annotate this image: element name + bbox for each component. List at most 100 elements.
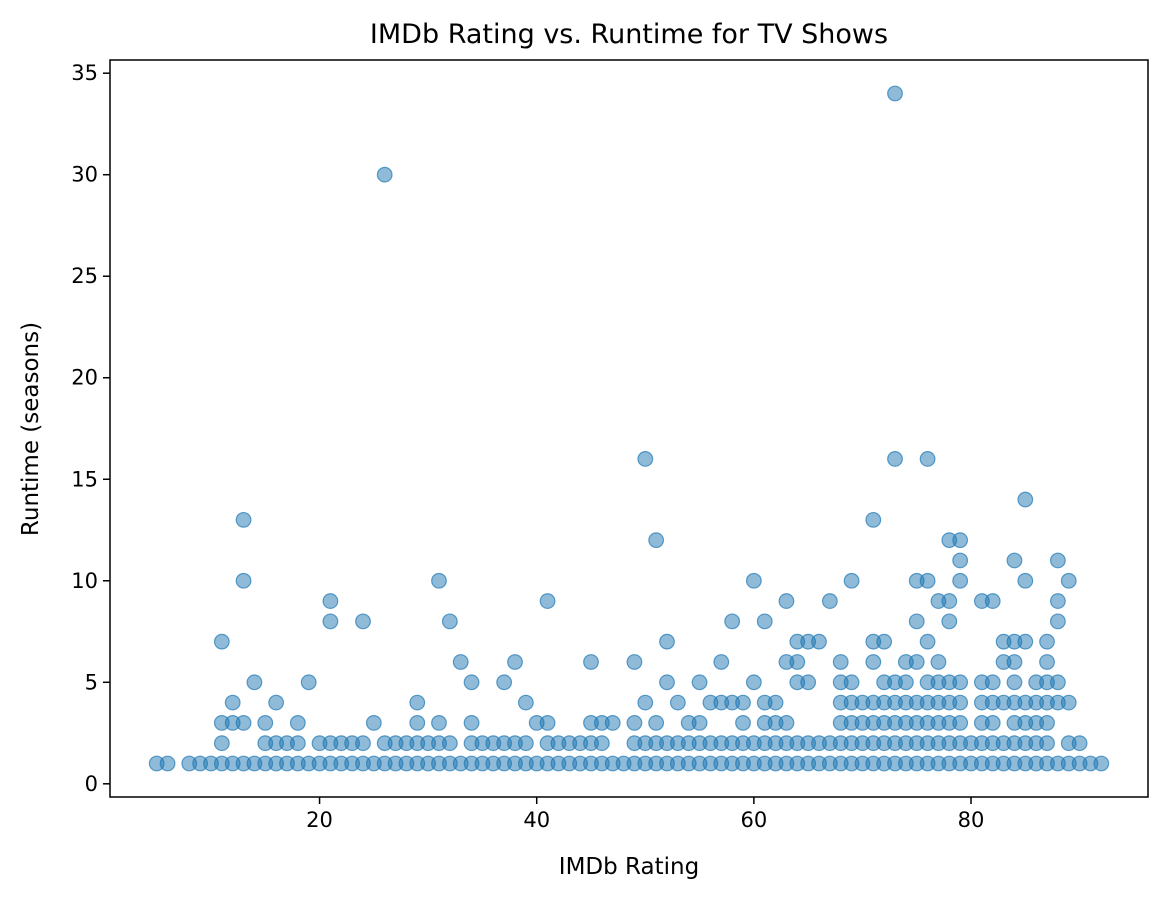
scatter-point-258 <box>713 654 730 670</box>
scatter-point-303 <box>919 572 936 589</box>
scatter-point-109 <box>517 735 534 752</box>
scatter-point-96 <box>355 735 371 752</box>
scatter-point-234 <box>583 654 599 670</box>
scatter-point-91 <box>289 735 306 752</box>
y-tick-label-20: 20 <box>71 366 98 390</box>
scatter-point-1 <box>159 755 176 772</box>
scatter-point-172 <box>648 714 665 731</box>
scatter-point-304 <box>952 572 969 589</box>
scatter-point-178 <box>778 714 795 731</box>
scatter-point-208 <box>767 694 784 711</box>
scatter-point-241 <box>843 674 860 691</box>
scatter-point-103 <box>441 735 458 752</box>
scatter-point-250 <box>984 674 1001 691</box>
scatter-point-265 <box>930 654 947 670</box>
scatter-point-298 <box>235 572 252 589</box>
x-axis: 20 40 60 80 <box>306 797 984 832</box>
scatter-point-296 <box>984 593 1001 609</box>
scatter-point-320 <box>887 85 903 102</box>
scatter-point-291 <box>778 593 795 609</box>
scatter-point-282 <box>355 613 371 630</box>
scatter-point-200 <box>517 694 534 711</box>
scatter-point-283 <box>441 613 458 630</box>
scatter-point-292 <box>821 593 838 609</box>
scatter-point-199 <box>409 694 426 711</box>
scatter-point-262 <box>865 654 882 670</box>
scatter-point-197 <box>224 694 241 711</box>
scatter-point-264 <box>908 654 925 670</box>
scatter-point-251 <box>1006 674 1023 691</box>
scatter-point-309 <box>1049 552 1066 569</box>
scatter-point-202 <box>669 694 686 711</box>
scatter-point-156 <box>1071 735 1088 752</box>
scatter-point-163 <box>409 714 426 731</box>
scatter-point-310 <box>648 532 665 549</box>
x-tick-label-60: 60 <box>740 808 767 832</box>
x-tick-label-40: 40 <box>523 808 550 832</box>
scatter-point-260 <box>789 654 806 670</box>
scatter-point-201 <box>637 694 654 711</box>
scatter-point-256 <box>507 654 523 670</box>
scatter-point-267 <box>1006 654 1023 670</box>
scatter-point-317 <box>887 451 903 467</box>
scatter-point-192 <box>984 714 1001 731</box>
scatter-point-233 <box>496 674 513 691</box>
y-tick-label-35: 35 <box>71 61 98 85</box>
scatter-point-236 <box>691 674 708 691</box>
scatter-point-281 <box>322 613 339 630</box>
scatter-point-161 <box>289 714 306 731</box>
scatter-point-159 <box>235 714 252 731</box>
scatter-point-87 <box>213 735 230 752</box>
scatter-point-248 <box>952 674 969 691</box>
scatter-point-299 <box>431 572 447 589</box>
y-tick-label-25: 25 <box>71 264 98 288</box>
scatter-point-273 <box>811 633 827 650</box>
x-axis-label: IMDb Rating <box>559 854 699 880</box>
scatter-point-261 <box>832 654 849 670</box>
scatter-point-308 <box>1006 552 1023 569</box>
scatter-point-190 <box>952 714 969 731</box>
scatter-point-196 <box>1039 714 1055 731</box>
scatter-point-165 <box>463 714 480 731</box>
y-tick-label-0: 0 <box>85 772 98 796</box>
scatter-point-220 <box>952 694 969 711</box>
scatter-point-115 <box>593 735 610 752</box>
scatter-point-297 <box>1049 593 1066 609</box>
scatter-point-239 <box>800 674 817 691</box>
scatter-point-284 <box>724 613 741 630</box>
scatter-point-294 <box>941 593 958 609</box>
y-axis-label: Runtime (seasons) <box>18 322 44 536</box>
y-tick-label-10: 10 <box>71 569 98 593</box>
scatter-point-171 <box>626 714 643 731</box>
scatter-point-287 <box>941 613 958 630</box>
scatter-point-86 <box>1093 755 1110 772</box>
scatter-point-229 <box>1060 694 1077 711</box>
plot-frame <box>109 59 1149 798</box>
scatter-point-269 <box>213 633 230 650</box>
scatter-point-268 <box>1039 654 1055 670</box>
scatter-point-206 <box>735 694 751 711</box>
scatter-point-316 <box>637 451 654 467</box>
scatter-point-232 <box>463 674 480 691</box>
scatter-point-285 <box>756 613 773 630</box>
scatter-point-290 <box>539 593 556 609</box>
scatter-point-154 <box>1039 735 1055 752</box>
scatter-point-275 <box>876 633 893 650</box>
x-tick-label-80: 80 <box>958 808 985 832</box>
chart-title: IMDb Rating vs. Runtime for TV Shows <box>370 19 888 50</box>
scatter-point-270 <box>659 633 675 650</box>
scatter-point-300 <box>745 572 762 589</box>
y-tick-label-15: 15 <box>71 467 98 491</box>
scatter-point-319 <box>376 166 393 183</box>
scatter-point-244 <box>897 674 914 691</box>
scatter-point-288 <box>1049 613 1066 630</box>
scatter-point-198 <box>268 694 285 711</box>
scatter-point-231 <box>300 674 317 691</box>
scatter-point-313 <box>235 511 252 528</box>
scatter-point-305 <box>1017 572 1034 589</box>
scatter-point-230 <box>246 674 263 691</box>
scatter-point-170 <box>604 714 621 731</box>
y-tick-label-5: 5 <box>85 670 98 694</box>
